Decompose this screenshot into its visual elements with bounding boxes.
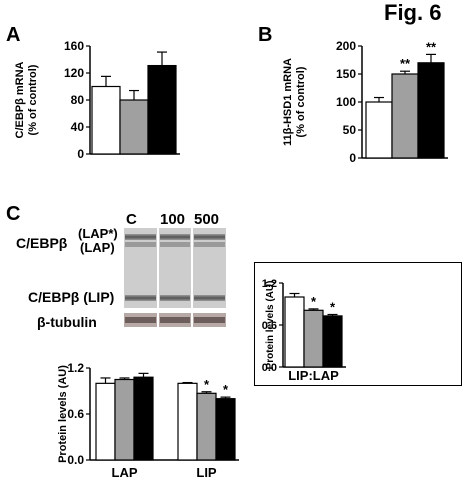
y-tick-label: 0.0 — [67, 453, 84, 467]
significance-mark: * — [311, 294, 317, 309]
category-label: LIP — [196, 465, 217, 480]
inset-frame: 0.0 0.6 1.2 Protein levels (AU) * * LIP:LAP — [254, 262, 462, 386]
tubulin-label: β-tubulin — [37, 314, 97, 330]
y-tick-label: 160 — [64, 39, 84, 53]
bar — [147, 64, 177, 155]
panel-label-b: B — [258, 24, 273, 46]
bar — [119, 99, 149, 155]
significance-mark: ** — [426, 39, 437, 54]
y-tick-label: 0.0 — [262, 362, 277, 374]
bar — [365, 101, 393, 159]
bar — [215, 398, 236, 461]
significance-mark: ** — [400, 56, 411, 71]
bar — [133, 376, 154, 461]
y-axis-label: 11β-HSD1 mRNA(% of control) — [282, 58, 307, 146]
blot-lane-3 — [193, 228, 226, 327]
bar — [196, 392, 217, 461]
category-label: LAP — [112, 465, 138, 480]
y-tick-label: 50 — [343, 123, 357, 137]
panel-label-c: C — [6, 203, 21, 225]
bar — [417, 62, 445, 159]
y-tick-label: 200 — [336, 39, 356, 53]
lap-star-label: (LAP*) — [78, 226, 118, 241]
y-tick-label: 0.6 — [67, 407, 84, 421]
y-tick-label: 1.2 — [67, 361, 84, 375]
bar — [391, 73, 419, 159]
lap-label: (LAP) — [80, 240, 115, 255]
y-tick-label: 120 — [64, 66, 84, 80]
y-axis-label: Protein levels (AU) — [265, 281, 276, 370]
lane-label-c: C — [126, 211, 137, 228]
bar — [322, 315, 343, 368]
chart-b: 0 50 100 150 200 11β-HSD1 mRNA(% of control) *… — [282, 39, 448, 165]
chart-a: 0 40 80 120 160 C/EBPβ mRNA(% of control) — [14, 39, 180, 161]
cebpb-lap-label: C/EBPβ — [16, 235, 68, 251]
bar — [284, 296, 305, 368]
panel-label-a: A — [6, 24, 21, 46]
bar — [177, 382, 198, 461]
y-tick-label: 100 — [336, 95, 356, 109]
y-tick-label: 40 — [71, 120, 85, 134]
y-tick-label: 150 — [336, 67, 356, 81]
category-label: LIP:LAP — [288, 368, 339, 383]
y-axis-label: C/EBPβ mRNA(% of control) — [14, 61, 39, 138]
y-tick-label: 80 — [71, 93, 85, 107]
bar — [114, 378, 135, 461]
significance-mark: * — [204, 377, 210, 392]
blot-lane-2 — [159, 228, 191, 327]
lane-label-500: 500 — [194, 211, 220, 228]
y-axis-label: Protein levels (AU) — [57, 365, 69, 463]
y-tick-label: 1.2 — [262, 278, 277, 290]
bar — [95, 382, 116, 461]
significance-mark: * — [223, 382, 229, 397]
y-tick-label: 0.6 — [262, 320, 277, 332]
bar — [303, 309, 324, 368]
western-blot — [124, 228, 226, 327]
lip-label: C/EBPβ (LIP) — [28, 289, 115, 305]
lane-label-100: 100 — [160, 211, 186, 228]
y-tick-label: 0 — [349, 151, 356, 165]
y-tick-label: 0 — [77, 147, 84, 161]
figure-title: Fig. 6 — [384, 0, 442, 25]
blot-lane-1 — [124, 228, 157, 327]
bar — [91, 85, 121, 155]
significance-mark: * — [330, 300, 336, 315]
